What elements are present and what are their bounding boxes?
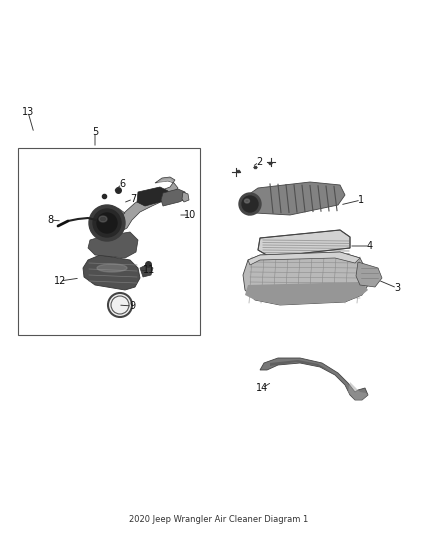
Polygon shape [245,282,368,305]
Polygon shape [356,262,382,287]
Polygon shape [243,252,368,305]
Polygon shape [161,189,186,206]
Polygon shape [248,182,345,215]
Text: 8: 8 [47,215,53,225]
Text: 7: 7 [130,194,136,204]
Polygon shape [248,252,360,265]
Text: 13: 13 [22,107,34,117]
Ellipse shape [97,264,127,272]
Ellipse shape [244,199,250,203]
Text: 2: 2 [256,157,262,167]
Text: 3: 3 [394,283,400,293]
Circle shape [239,193,261,215]
Polygon shape [182,192,189,202]
Circle shape [93,209,121,237]
Circle shape [89,205,125,241]
Text: 14: 14 [256,383,268,393]
Text: 10: 10 [184,210,196,220]
Polygon shape [116,177,178,232]
Polygon shape [140,264,153,277]
Text: 9: 9 [129,301,135,311]
Polygon shape [260,358,368,400]
Polygon shape [88,232,138,258]
Polygon shape [348,382,368,400]
Text: 11: 11 [143,265,155,275]
Polygon shape [83,255,140,290]
Circle shape [97,213,117,233]
Text: 2020 Jeep Wrangler Air Cleaner Diagram 1: 2020 Jeep Wrangler Air Cleaner Diagram 1 [129,515,309,524]
Polygon shape [242,195,255,215]
Text: 6: 6 [119,179,125,189]
Bar [18,148,200,335]
Ellipse shape [99,216,107,222]
Text: 4: 4 [367,241,373,251]
Polygon shape [270,360,332,372]
Text: 5: 5 [92,127,98,137]
Text: 12: 12 [54,276,66,286]
Polygon shape [258,230,350,257]
Polygon shape [107,208,125,218]
Circle shape [242,196,258,212]
Text: 1: 1 [358,195,364,205]
Polygon shape [155,179,174,184]
Circle shape [108,293,132,317]
Polygon shape [137,187,168,206]
